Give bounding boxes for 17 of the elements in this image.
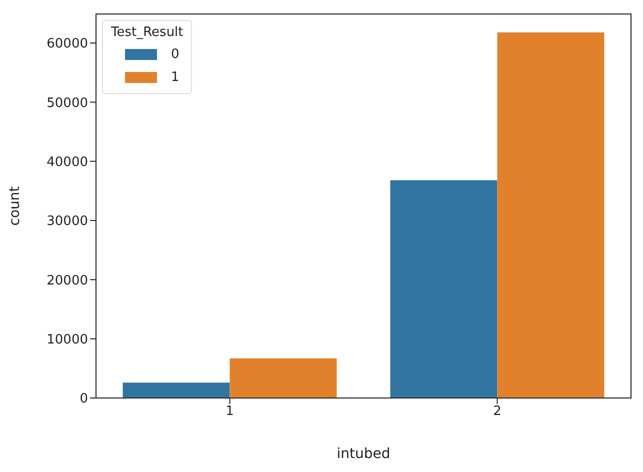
bar — [230, 358, 337, 398]
legend-label: 0 — [171, 47, 180, 62]
x-tick-label: 2 — [493, 404, 502, 420]
bar — [390, 180, 498, 398]
y-tick-label: 40000 — [46, 154, 88, 170]
x-axis-title: intubed — [336, 446, 390, 462]
y-tick-label: 60000 — [46, 36, 88, 52]
legend-title: Test_Result — [111, 25, 184, 40]
bar — [122, 382, 230, 398]
y-tick-label: 10000 — [46, 332, 88, 348]
y-axis-title: count — [6, 186, 23, 226]
y-tick-label: 50000 — [46, 96, 88, 111]
y-tick-label: 0 — [80, 392, 88, 407]
legend-label: 1 — [171, 70, 180, 85]
bar — [497, 32, 604, 398]
y-tick-label: 30000 — [46, 214, 88, 230]
y-tick-label: 20000 — [46, 273, 88, 288]
